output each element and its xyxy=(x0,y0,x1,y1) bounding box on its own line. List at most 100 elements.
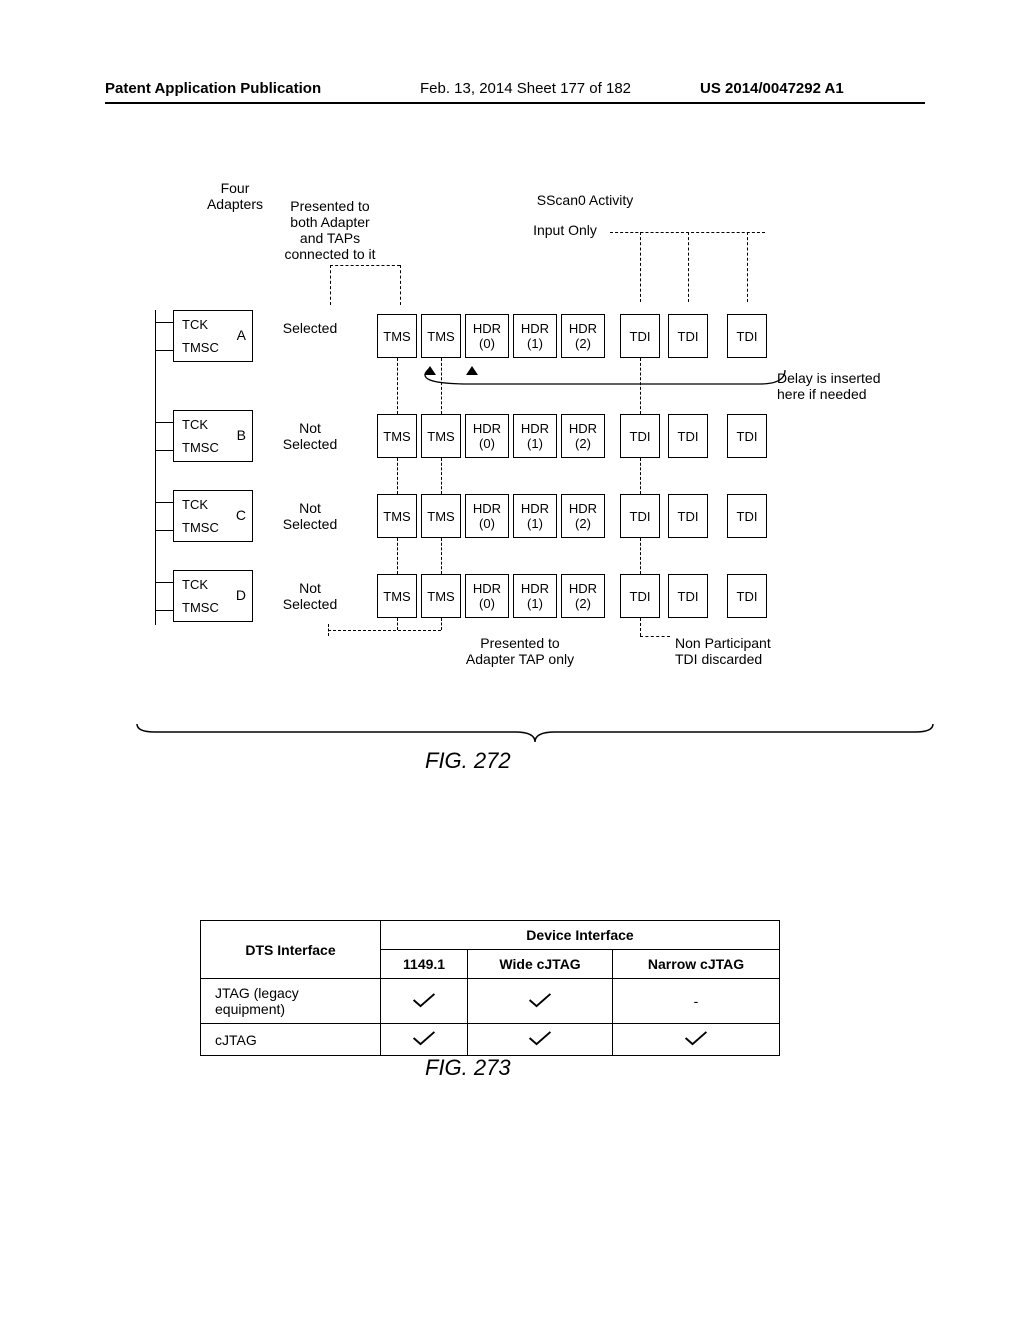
dash-bot-left-v0 xyxy=(328,624,329,636)
signal-box: TMS xyxy=(421,494,461,538)
adapter-status: Selected xyxy=(270,320,350,336)
dash-bot-left-v1 xyxy=(397,618,398,630)
dts-row-label: JTAG (legacy equipment) xyxy=(201,979,381,1024)
bus-conn xyxy=(155,502,173,503)
dts-table: DTS Interface Device Interface 1149.1Wid… xyxy=(200,920,780,1056)
bus-conn xyxy=(155,350,173,351)
header-mid: Feb. 13, 2014 Sheet 177 of 182 xyxy=(420,80,631,97)
adapter-box: TCK TMSC D xyxy=(173,570,253,622)
dts-cell xyxy=(381,979,468,1024)
dts-row-label: cJTAG xyxy=(201,1024,381,1056)
signal-box: TDI xyxy=(668,574,708,618)
signal-box: TDI xyxy=(620,494,660,538)
signal-box: TDI xyxy=(727,314,767,358)
tck-label: TCK xyxy=(182,417,208,432)
label-non-participant: Non Participant TDI discarded xyxy=(675,635,825,667)
inter-row-dash xyxy=(441,538,442,574)
label-four-adapters: Four Adapters xyxy=(190,180,280,212)
bus-conn xyxy=(155,610,173,611)
adapter-status: Not Selected xyxy=(270,500,350,532)
adapter-status: Not Selected xyxy=(270,580,350,612)
dts-col-header: 1149.1 xyxy=(381,950,468,979)
signal-box: TDI xyxy=(620,574,660,618)
label-delay: Delay is inserted here if needed xyxy=(777,370,927,402)
label-input-only: Input Only xyxy=(515,222,615,238)
signal-box: TDI xyxy=(727,494,767,538)
inter-row-dash xyxy=(397,358,398,414)
label-presented-both: Presented to both Adapter and TAPs conne… xyxy=(275,198,385,262)
signal-box: HDR (2) xyxy=(561,574,605,618)
dash-bot-left-v2 xyxy=(441,618,442,630)
signal-box: HDR (1) xyxy=(513,574,557,618)
tmsc-label: TMSC xyxy=(182,340,219,355)
bus-conn xyxy=(155,422,173,423)
bus-conn xyxy=(155,530,173,531)
signal-box: HDR (1) xyxy=(513,314,557,358)
adapter-letter: D xyxy=(236,587,246,603)
header-right: US 2014/0047292 A1 xyxy=(700,80,844,97)
dts-cell xyxy=(468,1024,613,1056)
tck-label: TCK xyxy=(182,317,208,332)
bus-conn xyxy=(155,582,173,583)
dts-cell xyxy=(613,1024,780,1056)
inter-row-dash xyxy=(397,538,398,574)
inter-row-dash xyxy=(441,358,442,414)
signal-box: TDI xyxy=(620,314,660,358)
adapter-box: TCK TMSC A xyxy=(173,310,253,362)
header-left: Patent Application Publication xyxy=(105,80,321,97)
adapter-status: Not Selected xyxy=(270,420,350,452)
fig273-caption: FIG. 273 xyxy=(425,1055,511,1081)
dash-presented-v1 xyxy=(330,265,331,305)
signal-box: TMS xyxy=(421,314,461,358)
signal-box: TMS xyxy=(377,574,417,618)
signal-box: TMS xyxy=(377,314,417,358)
bus-conn xyxy=(155,450,173,451)
signal-box: HDR (0) xyxy=(465,574,509,618)
tck-label: TCK xyxy=(182,497,208,512)
label-sscan: SScan0 Activity xyxy=(515,192,655,208)
tck-label: TCK xyxy=(182,577,208,592)
signal-box: TMS xyxy=(421,574,461,618)
signal-box: HDR (0) xyxy=(465,494,509,538)
signal-box: TMS xyxy=(377,414,417,458)
signal-box: TMS xyxy=(377,494,417,538)
inter-row-dash xyxy=(397,458,398,494)
inter-row-dash xyxy=(640,458,641,494)
signal-box: TDI xyxy=(668,414,708,458)
bottom-brace xyxy=(135,722,935,738)
dts-cell xyxy=(381,1024,468,1056)
tmsc-label: TMSC xyxy=(182,440,219,455)
adapter-row: TCKTMSCCNot SelectedTMSTMSHDR (0)HDR (1)… xyxy=(145,490,925,542)
adapter-row: TCKTMSCDNot SelectedTMSTMSHDR (0)HDR (1)… xyxy=(145,570,925,622)
adapter-letter: A xyxy=(237,327,246,343)
signal-box: HDR (2) xyxy=(561,414,605,458)
signal-box: HDR (0) xyxy=(465,414,509,458)
signal-box: TDI xyxy=(727,414,767,458)
adapter-box: TCKTMSCB xyxy=(173,410,253,462)
dash-presented-h xyxy=(330,265,400,266)
signal-box: TDI xyxy=(620,414,660,458)
dash-bot-right-h xyxy=(640,636,670,637)
adapter-box: TCK TMSC C xyxy=(173,490,253,542)
tmsc-label: TMSC xyxy=(182,520,219,535)
dts-cell xyxy=(468,979,613,1024)
figure-273: DTS Interface Device Interface 1149.1Wid… xyxy=(200,920,780,1056)
dts-row-header: DTS Interface xyxy=(201,921,381,979)
signal-box: HDR (2) xyxy=(561,314,605,358)
page: Patent Application Publication Feb. 13, … xyxy=(0,0,1024,1320)
signal-box: HDR (1) xyxy=(513,414,557,458)
adapter-row: TCKTMSCASelectedTMSTMSHDR (0)HDR (1)HDR … xyxy=(145,310,925,362)
dts-col-header: Narrow cJTAG xyxy=(613,950,780,979)
dts-cell: - xyxy=(613,979,780,1024)
dash-presented-v2 xyxy=(400,265,401,305)
fig272-caption: FIG. 272 xyxy=(425,748,511,774)
signal-box: HDR (1) xyxy=(513,494,557,538)
tmsc-label: TMSC xyxy=(182,600,219,615)
adapter-letter: C xyxy=(236,507,246,523)
dash-input-v3 xyxy=(747,232,748,302)
inter-row-dash xyxy=(640,358,641,414)
dash-input-v2 xyxy=(688,232,689,302)
table-row: JTAG (legacy equipment) - xyxy=(201,979,780,1024)
header-rule xyxy=(105,102,925,104)
signal-box: TDI xyxy=(727,574,767,618)
